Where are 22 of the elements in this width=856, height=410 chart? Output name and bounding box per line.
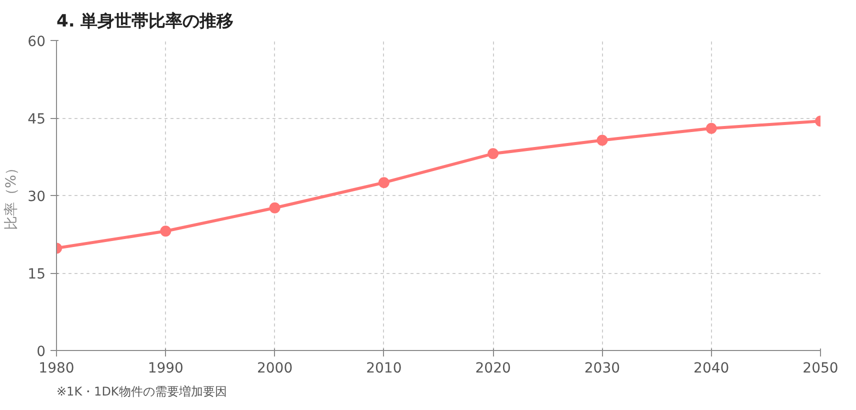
x-tick-label: 2050 (802, 360, 838, 376)
y-axis-title: 比率（%） (4, 160, 20, 230)
x-tick-label: 2020 (475, 360, 511, 376)
point (269, 202, 280, 214)
x-tick-label: 1980 (38, 360, 74, 376)
point (160, 226, 172, 237)
x-tick-label: 2010 (366, 360, 402, 376)
y-tick-label: 30 (28, 189, 46, 205)
y-tick-label: 0 (36, 344, 46, 360)
y-tick-label: 45 (28, 112, 46, 128)
x-tick-label: 2030 (584, 360, 620, 376)
x-tick-label: 2000 (256, 360, 293, 376)
x-tick-label: 1990 (148, 360, 184, 376)
point (596, 134, 608, 146)
x-tick-label: 2040 (694, 360, 730, 376)
point (488, 148, 499, 160)
text: ※1K・1DK物件の需要増加要因 (56, 384, 227, 398)
point (378, 177, 390, 188)
y-tick-label: 15 (28, 266, 46, 282)
y-tick-label: 60 (28, 34, 46, 50)
point (706, 122, 717, 134)
chart-title: 4. 単身世帯比率の推移 (56, 12, 234, 32)
